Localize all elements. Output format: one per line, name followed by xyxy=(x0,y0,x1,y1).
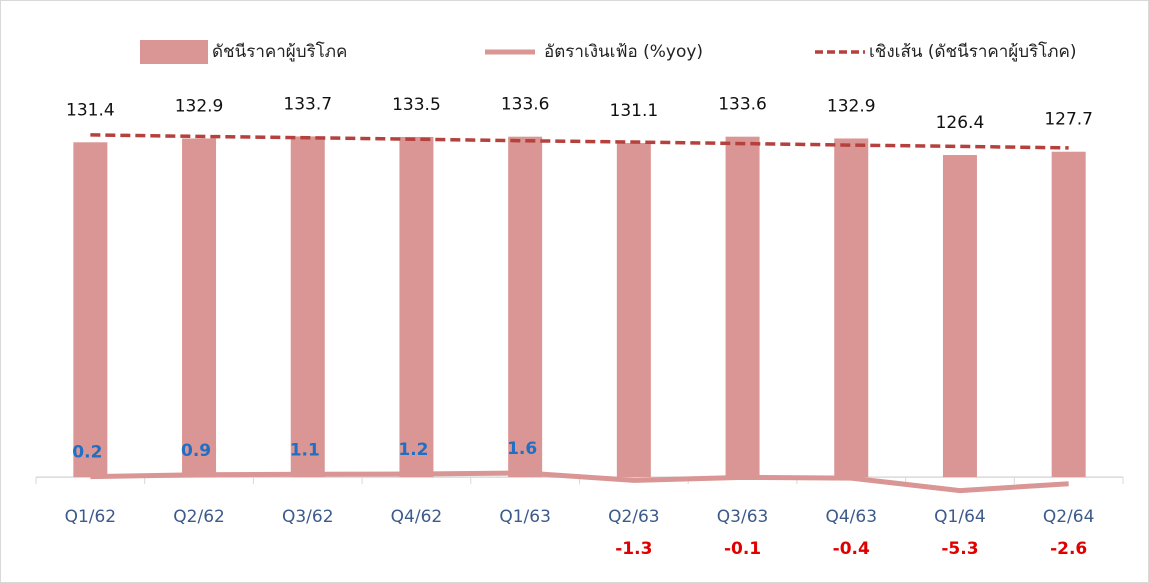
x-tick-label: Q3/62 xyxy=(282,507,334,527)
legend-swatch xyxy=(140,40,208,64)
bar xyxy=(942,155,977,478)
bar-value-label: 133.5 xyxy=(392,95,441,115)
line xyxy=(90,470,1069,494)
line-value-label: 1.2 xyxy=(398,440,428,460)
bar xyxy=(182,138,217,478)
bar xyxy=(73,142,108,478)
legend-label: ดัชนีราคาผู้บริโภค xyxy=(212,41,347,62)
line-value-label: -0.4 xyxy=(833,539,870,559)
bar-value-label: 133.7 xyxy=(283,94,332,114)
bar-value-label: 132.9 xyxy=(175,96,224,116)
x-tick-label: Q1/63 xyxy=(499,507,551,527)
line-value-label: -2.6 xyxy=(1050,539,1087,559)
bar xyxy=(399,136,434,478)
x-tick-label: Q1/64 xyxy=(934,507,986,527)
x-tick-label: Q2/64 xyxy=(1043,507,1095,527)
bar-value-label: 133.6 xyxy=(501,95,550,115)
line-value-label: 0.2 xyxy=(72,443,102,463)
line-value-label: -0.1 xyxy=(724,539,761,559)
line-value-label: 0.9 xyxy=(181,441,211,461)
line-value-label: -5.3 xyxy=(941,539,978,559)
bar xyxy=(1051,151,1086,478)
bar-value-label: 131.4 xyxy=(66,100,115,120)
line-value-label: -1.3 xyxy=(615,539,652,559)
bar-value-label: 133.6 xyxy=(718,95,767,115)
x-tick-label: Q4/63 xyxy=(825,507,877,527)
trend-line xyxy=(90,133,1069,150)
line-value-label: 1.1 xyxy=(290,440,320,460)
x-tick-label: Q1/62 xyxy=(65,507,117,527)
legend-label: อัตราเงินเฟ้อ (%yoy) xyxy=(544,42,703,62)
bar xyxy=(508,136,543,478)
legend-label: เชิงเส้น (ดัชนีราคาผู้บริโภค) xyxy=(869,41,1077,62)
bar-value-label: 126.4 xyxy=(936,113,985,133)
bar-value-label: 132.9 xyxy=(827,96,876,116)
bar xyxy=(834,138,869,478)
line-value-label: 1.6 xyxy=(507,439,537,459)
bar xyxy=(616,143,651,478)
bar-value-label: 131.1 xyxy=(610,101,659,121)
bar-value-label: 127.7 xyxy=(1044,110,1093,130)
x-tick-label: Q4/62 xyxy=(391,507,443,527)
bar xyxy=(290,136,325,478)
x-tick-label: Q2/62 xyxy=(173,507,225,527)
bar xyxy=(725,136,760,478)
x-tick-label: Q2/63 xyxy=(608,507,660,527)
x-tick-label: Q3/63 xyxy=(717,507,769,527)
